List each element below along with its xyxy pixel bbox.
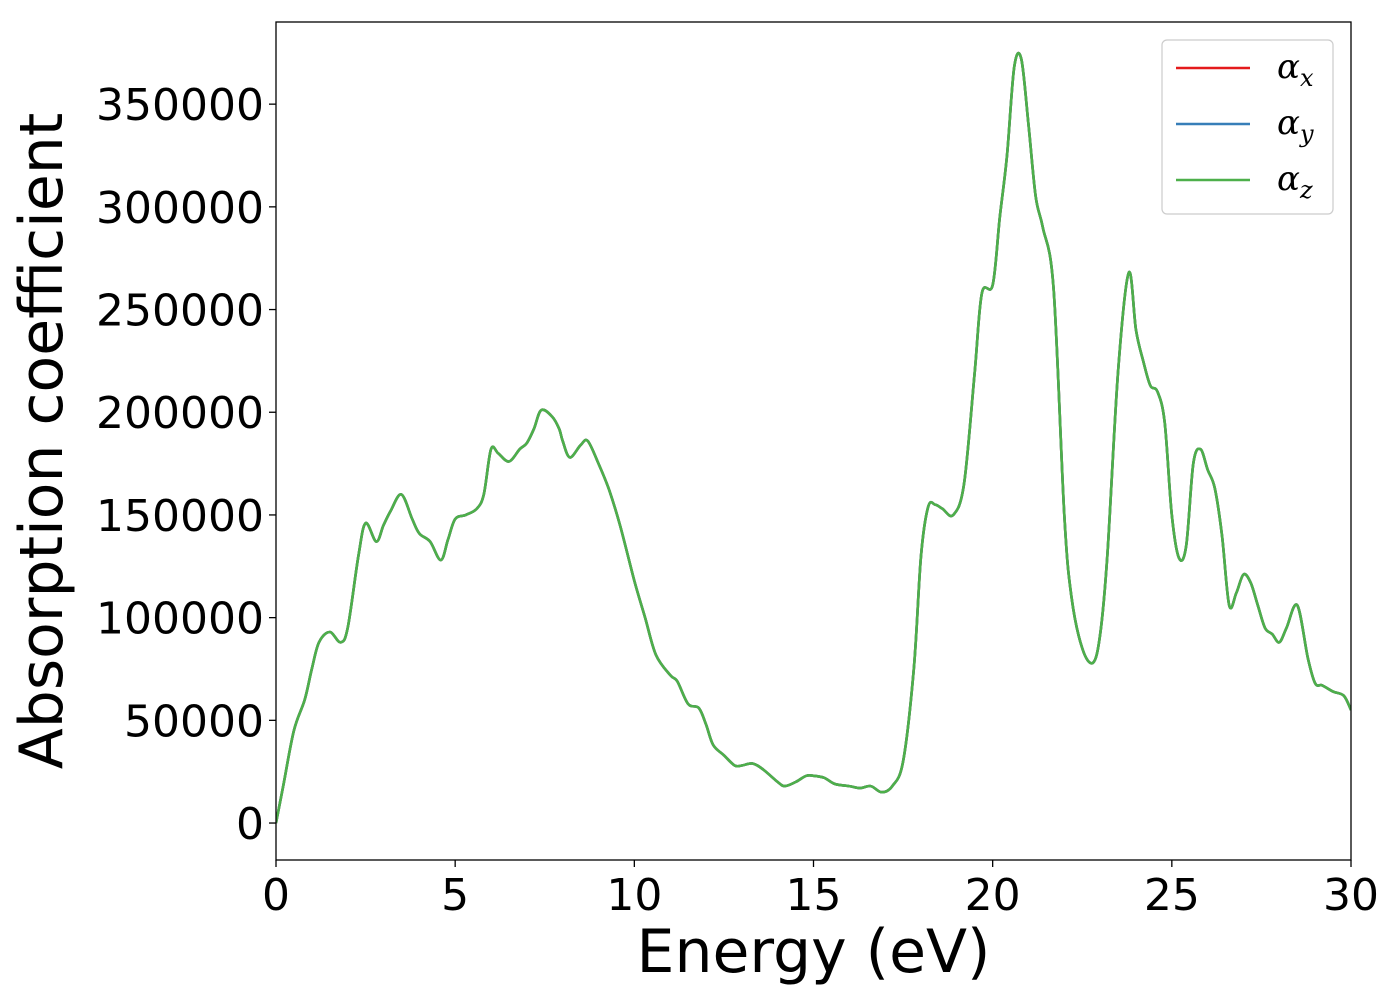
legend-label-x: αx [1277, 47, 1314, 92]
y-tick-label: 350000 [96, 80, 264, 131]
x-tick-label: 10 [606, 870, 662, 921]
x-tick-label: 25 [1144, 870, 1200, 921]
axis-ticks: 0 5 10 15 20 25 30 0 50000 100000 150000 200000 2500… [96, 80, 1379, 921]
x-tick-label: 30 [1323, 870, 1379, 921]
legend-label-y: αy [1277, 103, 1314, 148]
y-tick-label: 0 [236, 799, 264, 850]
plot-area [276, 51, 1351, 824]
x-tick-label: 20 [965, 870, 1021, 921]
y-tick-label: 100000 [96, 594, 264, 645]
y-tick-label: 300000 [96, 183, 264, 234]
y-tick-label: 150000 [96, 491, 264, 542]
x-tick-label: 0 [262, 870, 290, 921]
y-tick-label: 250000 [96, 286, 264, 337]
y-axis-title: Absorption coefficient [7, 113, 77, 770]
legend-box [1161, 39, 1334, 215]
series-line-z [276, 51, 1351, 824]
x-axis-title: Energy (eV) [637, 917, 991, 987]
x-tick-label: 5 [441, 870, 469, 921]
y-tick-label: 50000 [124, 696, 264, 747]
x-tick-label: 15 [786, 870, 842, 921]
y-tick-label: 200000 [96, 388, 264, 439]
